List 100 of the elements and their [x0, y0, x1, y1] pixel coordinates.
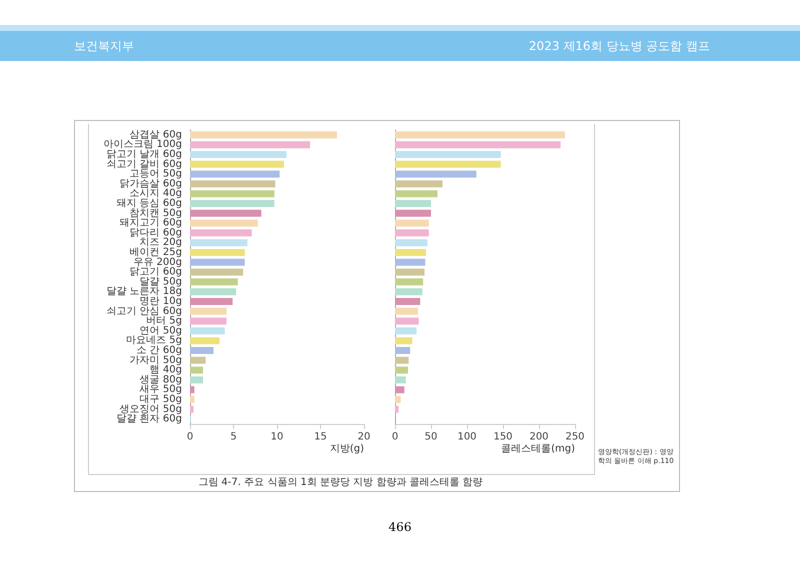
- text: 466: [388, 520, 412, 534]
- bar: [395, 376, 406, 384]
- y-tick-label: 치즈 20g: [140, 237, 182, 248]
- bar: [190, 406, 194, 413]
- y-tick-label: 생오징어 50g: [120, 404, 182, 415]
- bar: [190, 356, 206, 364]
- bar: [190, 229, 252, 236]
- bar: [190, 200, 274, 207]
- y-tick-label: 참치캔 50g: [130, 208, 182, 219]
- bar: [190, 386, 194, 394]
- y-tick-label: 아이스크림 100g: [103, 139, 182, 150]
- y-tick-label: 연어 50g: [140, 325, 182, 336]
- bar: [395, 210, 431, 217]
- y-tick-label: 마요네즈 5g: [126, 335, 182, 346]
- bar: [395, 220, 429, 227]
- y-tick-label: 베이컨 25g: [130, 247, 182, 258]
- bar: [395, 278, 424, 286]
- bar: [395, 396, 401, 403]
- bar: [190, 141, 310, 148]
- bar: [395, 308, 418, 315]
- y-tick-label: 달걀 50g: [140, 276, 182, 288]
- y-tick-label: 고등어 50g: [130, 168, 182, 180]
- bar: [395, 258, 426, 266]
- bar: [190, 278, 238, 286]
- bar: [395, 160, 501, 168]
- bar: [395, 318, 419, 325]
- bar: [190, 131, 338, 138]
- bar: [190, 220, 258, 227]
- bar: [190, 327, 225, 334]
- x-tick-label: 0: [392, 432, 398, 442]
- y-tick-label: 쇠고기 안심 60g: [106, 306, 182, 317]
- bar: [395, 170, 476, 178]
- x-axis-title: 콜레스테롤(mg): [501, 444, 576, 454]
- y-tick-label: 소 간 60g: [136, 345, 182, 356]
- y-tick-label: 삼겹살 60g: [130, 129, 182, 140]
- text: 보건복지부: [74, 39, 134, 53]
- x-tick-label: 100: [457, 432, 477, 442]
- bar: [190, 160, 284, 168]
- bar: [190, 170, 280, 178]
- bar: [395, 141, 561, 148]
- x-tick-label: 50: [424, 432, 438, 442]
- bar: [395, 268, 425, 276]
- bar: [395, 288, 422, 296]
- y-tick-label: 돼지고기 60g: [120, 218, 182, 229]
- bar: [395, 200, 431, 207]
- x-tick-label: 200: [529, 432, 549, 442]
- bar: [190, 337, 220, 344]
- y-tick-label: 닭고기 60g: [130, 266, 182, 278]
- y-tick-label: 닭고기 날개 60g: [106, 149, 182, 160]
- x-tick-label: 150: [493, 432, 513, 442]
- y-tick-label: 닭다리 60g: [130, 227, 182, 238]
- bar: [395, 190, 438, 198]
- y-tick-label: 달걀 노른자 18g: [106, 286, 182, 298]
- bar: [395, 298, 420, 305]
- bar: [190, 396, 194, 403]
- bar: [395, 151, 501, 158]
- bar: [190, 318, 227, 325]
- bar: [190, 151, 287, 158]
- text: 2023 제16회 당뇨병 공도함 캠프: [528, 39, 710, 53]
- bar: [190, 239, 248, 246]
- y-tick-label: 쇠고기 갈비 60g: [106, 158, 182, 170]
- y-tick-label: 명란 10g: [140, 296, 182, 307]
- bar: [395, 131, 565, 138]
- y-tick-label: 새우 50g: [140, 384, 182, 396]
- bar: [395, 337, 412, 344]
- y-tick-label: 가자미 50g: [130, 354, 182, 366]
- x-tick-label: 0: [186, 432, 194, 442]
- bar: [190, 366, 204, 374]
- bar: [395, 386, 404, 394]
- bar: [190, 258, 245, 266]
- bar: [190, 347, 214, 354]
- bar: [190, 308, 227, 315]
- bar: [190, 180, 276, 188]
- x-tick-label: 5: [230, 432, 237, 442]
- bar: [395, 366, 408, 374]
- bar: [395, 239, 428, 246]
- x-tick-label: 250: [565, 432, 585, 442]
- bar: [190, 210, 262, 217]
- bar: [395, 327, 417, 334]
- bar: [395, 180, 443, 188]
- y-tick-label: 달걀 흰자 60g: [116, 414, 182, 425]
- bar: [190, 249, 245, 256]
- bar: [190, 190, 274, 198]
- x-tick-label: 20: [358, 432, 370, 442]
- bar: [395, 229, 429, 236]
- bar: [190, 288, 236, 296]
- bar: [395, 406, 399, 413]
- y-tick-label: 닭가슴살 60g: [120, 178, 182, 190]
- bar: [190, 268, 244, 276]
- bar: [190, 376, 204, 384]
- x-tick-label: 10: [270, 432, 284, 442]
- bar: [395, 249, 426, 256]
- y-tick-label: 버터 5g: [146, 316, 182, 327]
- bar: [395, 356, 409, 364]
- y-tick-label: 햄 40g: [150, 364, 182, 376]
- bar: [190, 298, 233, 305]
- y-tick-label: 대구 50g: [140, 394, 182, 405]
- caption: 그림 4-7. 주요 식품의 1회 분량당 지방 함량과 콜레스테롤 함량: [198, 477, 483, 488]
- y-tick-label: 우유 200g: [133, 256, 182, 268]
- bar: [395, 347, 410, 354]
